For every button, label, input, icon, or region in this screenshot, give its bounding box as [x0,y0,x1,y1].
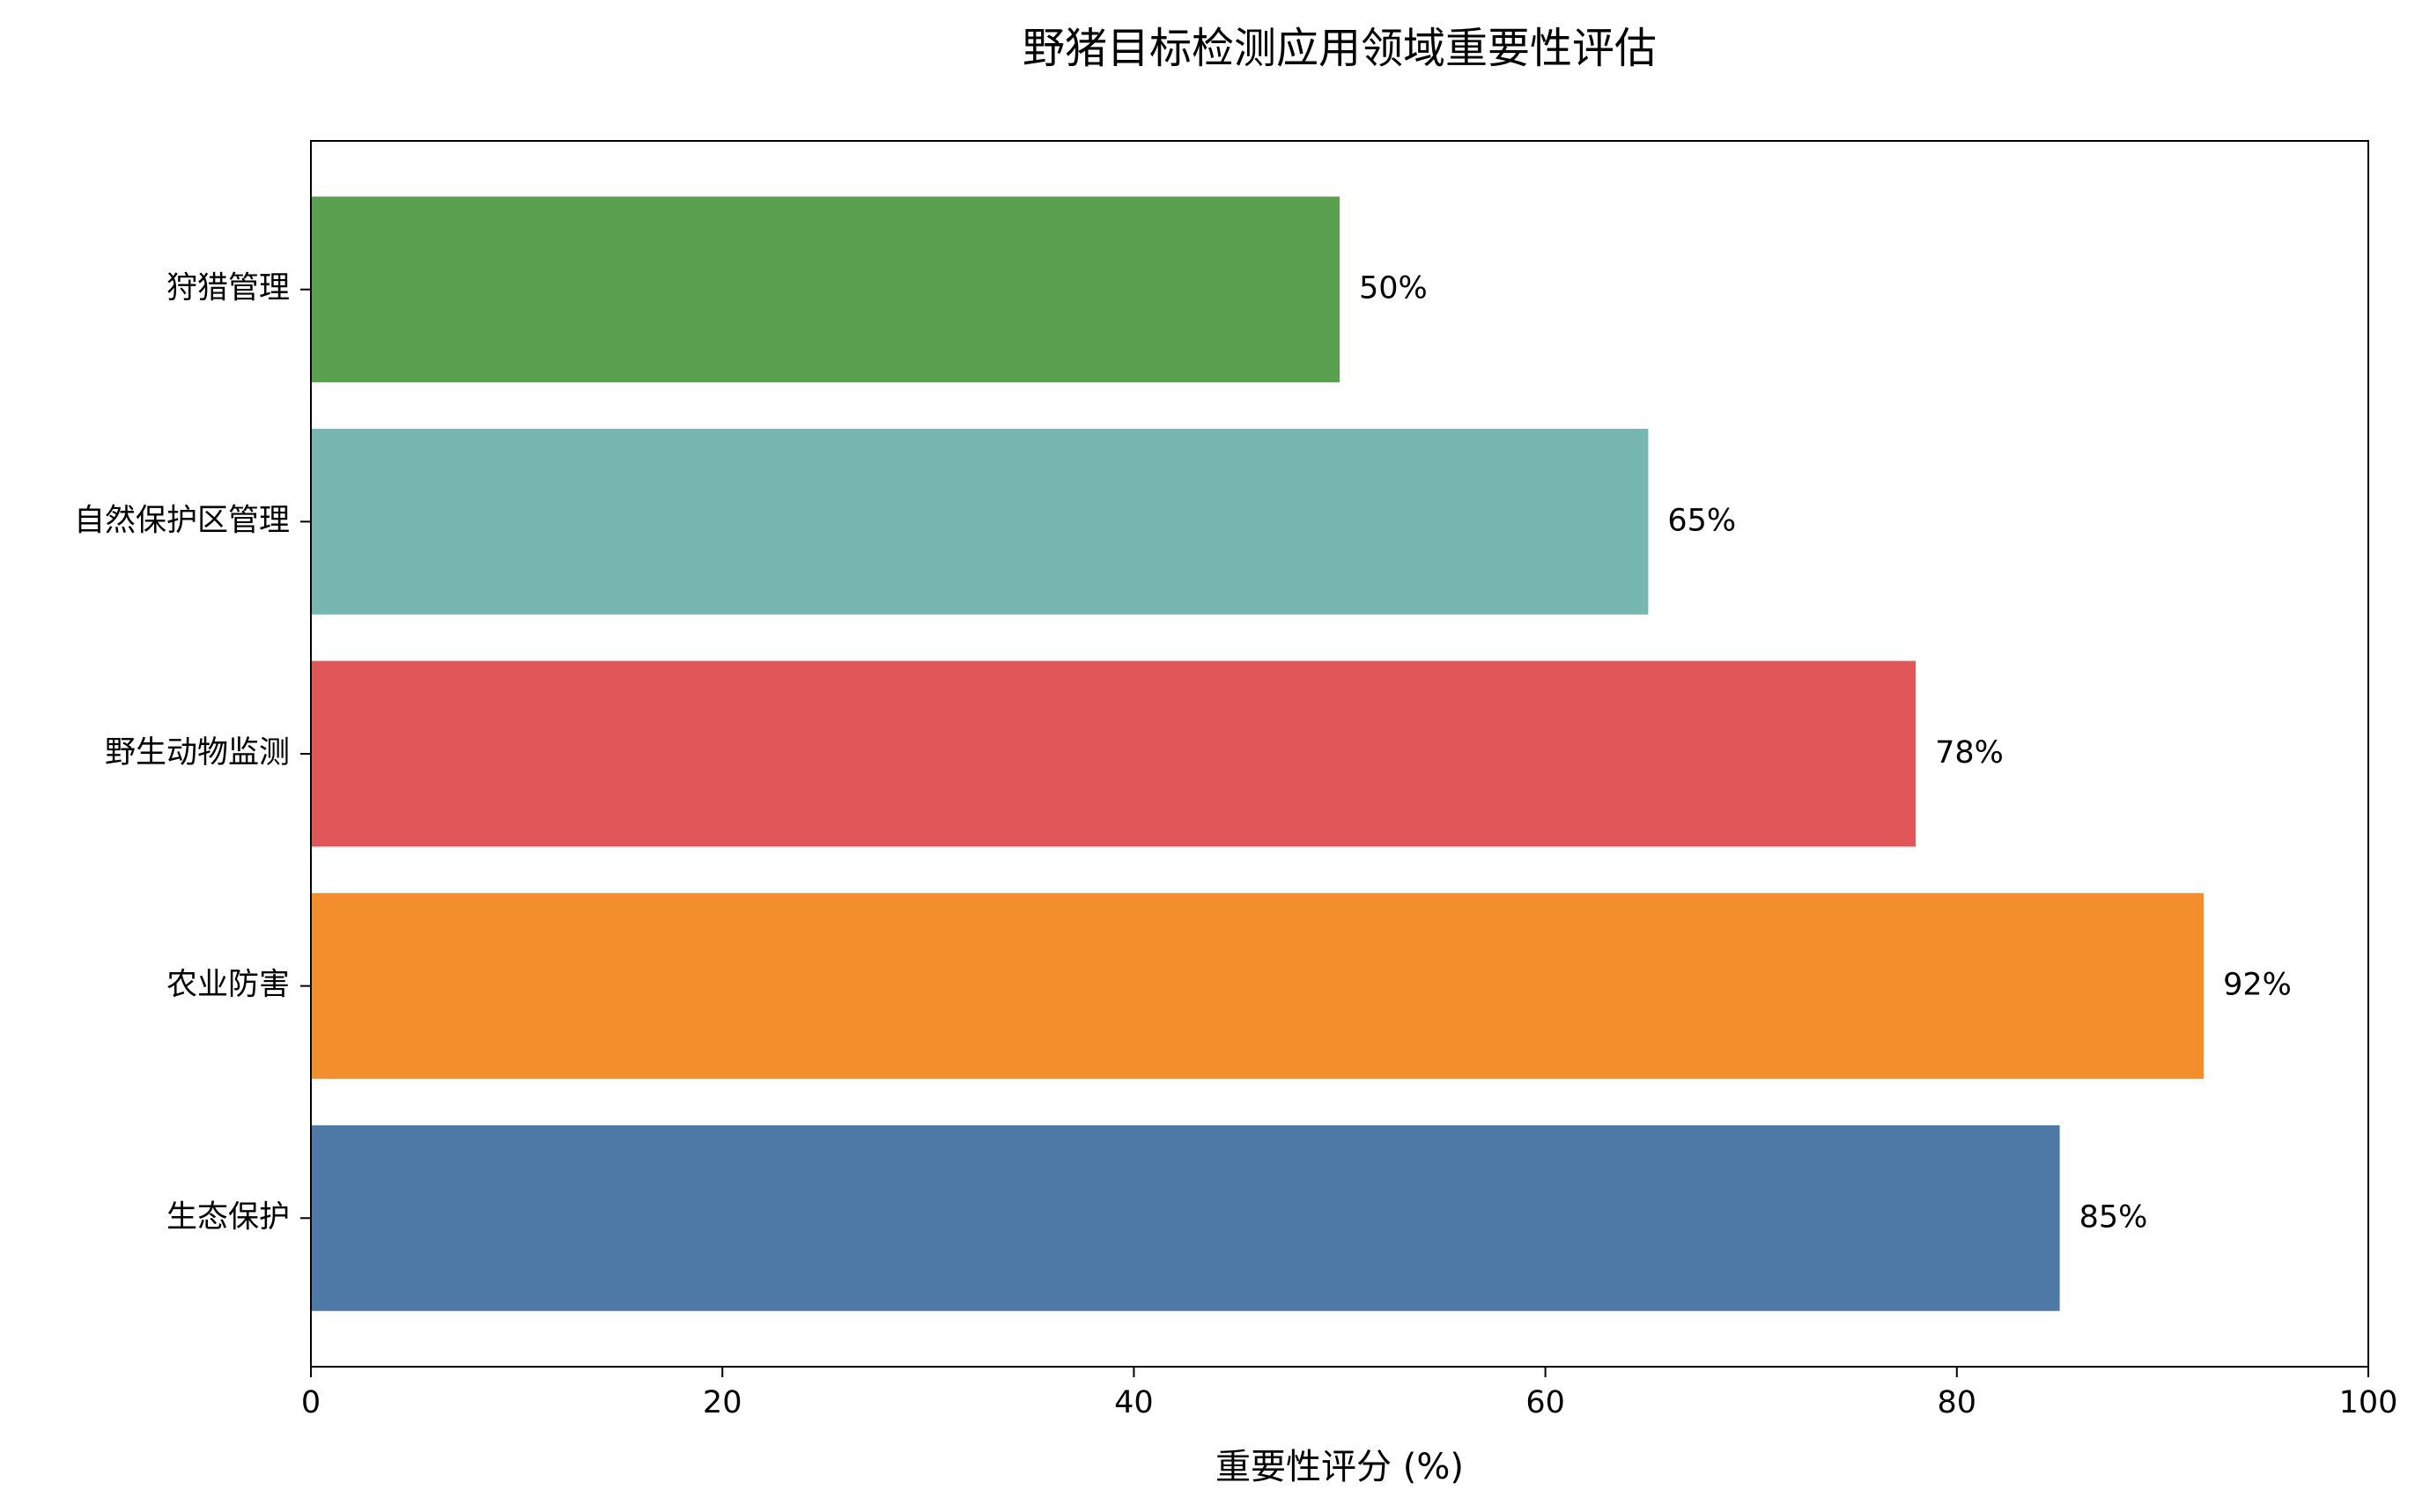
x-tick-label: 60 [1525,1385,1565,1420]
plot-frame [310,140,2369,1368]
y-tick-label: 生态保护 [166,1199,290,1235]
x-tick-label: 100 [2339,1385,2398,1420]
data-label: 78% [1935,735,2004,771]
x-tick-label: 80 [1938,1385,1977,1420]
y-tick-label: 野生动物监测 [105,735,290,771]
data-label: 85% [2079,1199,2148,1235]
data-label: 65% [1667,503,1736,538]
x-tick-label: 20 [703,1385,742,1420]
bar [311,1125,2060,1311]
y-tick-label: 农业防害 [166,968,290,1003]
y-tick-label: 狩猎管理 [166,271,290,306]
bar [311,893,2205,1080]
data-label: 92% [2223,968,2292,1003]
x-tick-label: 0 [301,1385,321,1420]
x-tick-label: 40 [1114,1385,1154,1420]
y-tick-label: 自然保护区管理 [74,503,290,538]
bar [311,428,1649,615]
chart-title: 野猪目标检测应用领域重要性评估 [1023,24,1657,73]
x-axis-label: 重要性评分 (%) [1215,1447,1464,1487]
data-label: 50% [1359,271,1428,306]
bar [311,660,1916,847]
bar [311,196,1340,383]
